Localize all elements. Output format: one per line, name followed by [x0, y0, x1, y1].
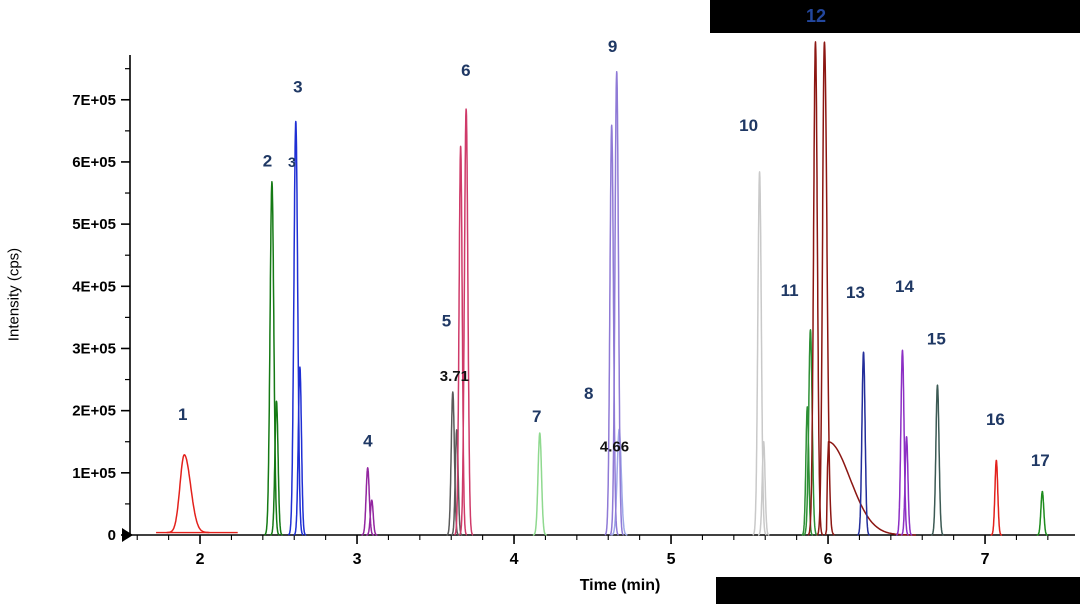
svg-text:4E+05: 4E+05 — [72, 278, 116, 295]
y-axis-title: Intensity (cps) — [5, 247, 23, 342]
svg-text:17: 17 — [1031, 451, 1050, 470]
svg-text:13: 13 — [846, 283, 865, 302]
svg-text:4: 4 — [363, 432, 373, 451]
svg-text:3: 3 — [288, 154, 296, 170]
svg-text:2: 2 — [196, 551, 205, 568]
svg-text:14: 14 — [895, 277, 914, 296]
svg-text:3: 3 — [353, 551, 362, 568]
svg-text:6E+05: 6E+05 — [72, 154, 116, 171]
svg-text:6: 6 — [824, 551, 833, 568]
svg-text:5E+05: 5E+05 — [72, 216, 116, 233]
svg-text:3: 3 — [293, 77, 302, 96]
svg-text:7: 7 — [981, 551, 990, 568]
svg-text:5: 5 — [442, 312, 451, 331]
svg-text:3E+05: 3E+05 — [72, 340, 116, 357]
svg-text:9: 9 — [608, 37, 617, 56]
svg-text:0: 0 — [108, 527, 116, 544]
svg-text:4: 4 — [510, 551, 519, 568]
redaction-bar-bottom — [716, 577, 1080, 604]
svg-text:8: 8 — [584, 384, 593, 403]
svg-text:3.71: 3.71 — [440, 368, 469, 385]
svg-text:1E+05: 1E+05 — [72, 465, 116, 482]
svg-text:15: 15 — [927, 330, 946, 349]
peak-label-12: 12 — [806, 6, 827, 26]
svg-text:11: 11 — [781, 281, 799, 300]
svg-text:6: 6 — [461, 61, 470, 80]
svg-text:5: 5 — [667, 551, 676, 568]
svg-text:2: 2 — [263, 151, 272, 170]
svg-text:4.66: 4.66 — [600, 439, 629, 456]
redaction-bar-top: 12 — [710, 0, 1080, 33]
svg-text:10: 10 — [739, 116, 758, 135]
svg-text:2E+05: 2E+05 — [72, 403, 116, 420]
svg-text:16: 16 — [986, 410, 1005, 429]
svg-text:1: 1 — [178, 405, 187, 424]
svg-text:7E+05: 7E+05 — [72, 92, 116, 109]
x-axis-title: Time (min) — [579, 577, 661, 594]
svg-text:7: 7 — [532, 407, 541, 426]
